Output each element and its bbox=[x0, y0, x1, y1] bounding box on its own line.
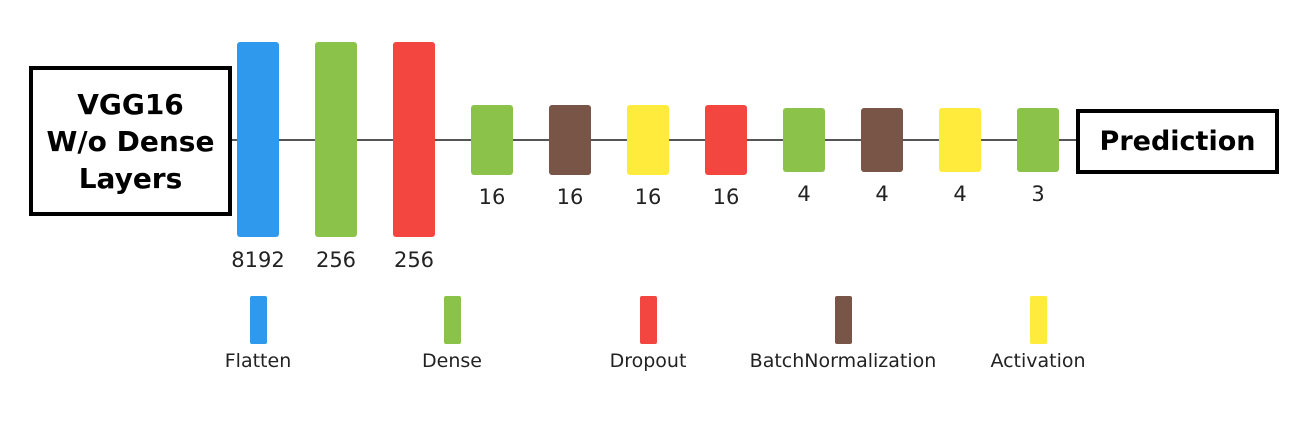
layer-size-label: 16 bbox=[556, 185, 584, 209]
legend-label-activation: Activation bbox=[990, 350, 1086, 372]
layer-dense-2 bbox=[315, 42, 357, 237]
layer-dense-8 bbox=[783, 108, 825, 172]
layer-dense-11 bbox=[1017, 108, 1059, 172]
layer-activation-6 bbox=[627, 105, 669, 175]
legend-label-batchnormalization: BatchNormalization bbox=[749, 350, 937, 372]
layer-size-label: 16 bbox=[478, 185, 506, 209]
legend-swatch-activation bbox=[1030, 296, 1047, 344]
layer-batchnormalization-9 bbox=[861, 108, 903, 172]
output-box-prediction: Prediction bbox=[1076, 109, 1279, 174]
legend-label-dense: Dense bbox=[422, 350, 482, 372]
layer-size-label: 4 bbox=[953, 182, 967, 206]
layer-size-label: 256 bbox=[393, 248, 435, 272]
layer-dropout-3 bbox=[393, 42, 435, 237]
legend-swatch-dropout bbox=[640, 296, 657, 344]
layer-size-label: 8192 bbox=[231, 248, 285, 272]
legend-label-dropout: Dropout bbox=[609, 350, 687, 372]
layer-size-label: 16 bbox=[634, 185, 662, 209]
layer-batchnormalization-5 bbox=[549, 105, 591, 175]
input-box-label: VGG16 W/o Dense Layers bbox=[46, 87, 215, 195]
legend-label-flatten: Flatten bbox=[224, 350, 292, 372]
input-box-vgg16: VGG16 W/o Dense Layers bbox=[29, 66, 232, 216]
layer-size-label: 16 bbox=[712, 185, 740, 209]
legend-swatch-batchnormalization bbox=[835, 296, 852, 344]
layer-activation-10 bbox=[939, 108, 981, 172]
layer-size-label: 3 bbox=[1031, 182, 1045, 206]
legend-swatch-flatten bbox=[250, 296, 267, 344]
layer-size-label: 256 bbox=[315, 248, 357, 272]
layer-dropout-7 bbox=[705, 105, 747, 175]
layer-size-label: 4 bbox=[875, 182, 889, 206]
layer-size-label: 4 bbox=[797, 182, 811, 206]
layer-flatten-1 bbox=[237, 42, 279, 237]
layer-dense-4 bbox=[471, 105, 513, 175]
output-box-label: Prediction bbox=[1099, 126, 1256, 157]
legend-swatch-dense bbox=[444, 296, 461, 344]
